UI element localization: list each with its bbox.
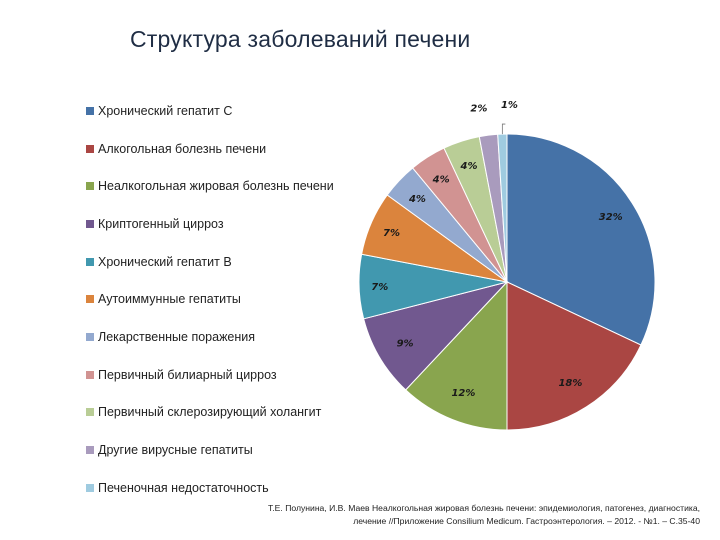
legend-label: Алкогольная болезнь печени [98, 141, 267, 156]
pie-chart: 32% 18% 12% 9% 7% 7% 4% 4% 4% 2% 1% [358, 100, 656, 431]
slice-label: 4% [432, 174, 450, 185]
legend-label: Хронический гепатит С [98, 103, 233, 118]
legend-swatch [86, 446, 94, 455]
slice-label: 7% [383, 228, 400, 239]
source-citation: Т.Е. Полунина, И.В. Маев Неалкогольная ж… [140, 502, 700, 528]
legend-swatch [86, 257, 94, 266]
slice-label: 18% [558, 378, 582, 389]
legend-label: Первичный склерозирующий холангит [98, 405, 322, 420]
legend-item: Другие вирусные гепатиты [86, 431, 334, 469]
legend-item: Хронический гепатит С [86, 92, 334, 130]
legend-swatch [86, 408, 94, 417]
legend-label: Первичный билиарный цирроз [98, 367, 277, 382]
legend-item: Первичный билиарный цирроз [86, 356, 334, 394]
slice-label: 32% [599, 212, 623, 223]
citation-line-1: Т.Е. Полунина, И.В. Маев Неалкогольная ж… [268, 503, 700, 513]
legend-label: Печеночная недостаточность [98, 480, 269, 495]
legend-label: Аутоиммунные гепатиты [98, 292, 241, 307]
legend-swatch [86, 370, 94, 379]
slice-label: 7% [371, 282, 388, 293]
chart-title: Структура заболеваний печени [130, 26, 471, 52]
slice-label: 12% [451, 388, 475, 399]
legend-item: Криптогенный цирроз [86, 205, 334, 243]
pie-slice [506, 133, 656, 346]
legend-label: Хронический гепатит В [98, 254, 232, 269]
legend-item: Лекарственные поражения [86, 318, 334, 356]
legend-swatch [86, 219, 94, 228]
legend-item: Алкогольная болезнь печени [86, 130, 334, 168]
slice-label: 9% [397, 338, 414, 349]
slice-label: 1% [501, 100, 518, 111]
slice-label: 2% [470, 103, 487, 114]
legend-label: Другие вирусные гепатиты [98, 443, 253, 458]
legend-swatch [86, 483, 94, 492]
legend-item: Аутоиммунные гепатиты [86, 280, 334, 318]
legend-item: Неалкогольная жировая болезнь печени [86, 167, 334, 205]
slice-label: 4% [408, 194, 426, 205]
legend-item: Первичный склерозирующий холангит [86, 394, 334, 432]
pie-slice [506, 281, 642, 431]
legend-swatch [86, 144, 94, 153]
pie-slice [404, 280, 508, 431]
legend-swatch [86, 182, 94, 191]
slice-label: 4% [460, 161, 478, 172]
legend-label: Неалкогольная жировая болезнь печени [98, 179, 334, 194]
chart-legend: Хронический гепатит С Алкогольная болезнь… [86, 92, 334, 507]
legend-label: Лекарственные поражения [98, 329, 256, 344]
legend-item: Печеночная недостаточность [86, 469, 334, 507]
legend-swatch [86, 106, 94, 115]
pie-slice [363, 281, 509, 391]
legend-item: Хронический гепатит В [86, 243, 334, 281]
leader-line [501, 123, 506, 135]
legend-swatch [86, 295, 94, 304]
citation-line-2: лечение //Приложение Consilium Medicum. … [353, 516, 700, 526]
legend-swatch [86, 332, 94, 341]
legend-label: Криптогенный цирроз [98, 216, 224, 231]
